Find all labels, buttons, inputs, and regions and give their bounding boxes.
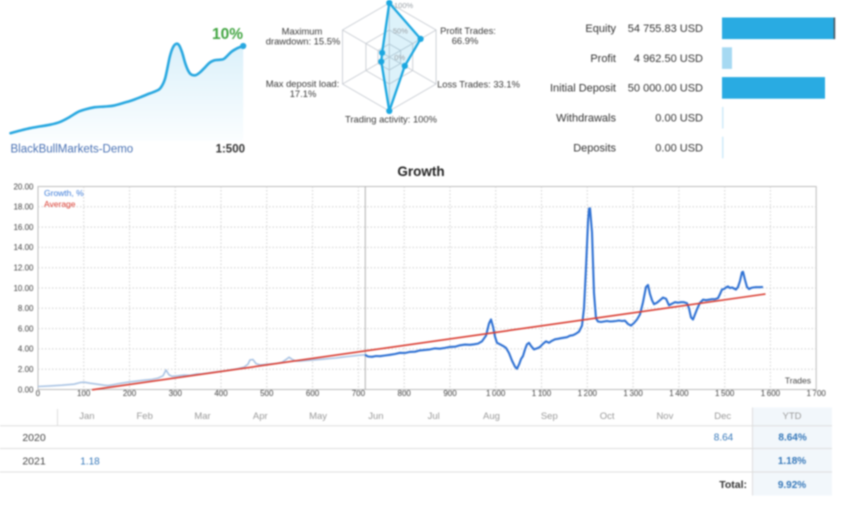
svg-text:12.00: 12.00 — [13, 264, 34, 273]
svg-text:50%: 50% — [393, 27, 408, 36]
svg-text:66.9%: 66.9% — [452, 35, 479, 46]
svg-text:Oct: Oct — [600, 411, 615, 422]
svg-text:600: 600 — [306, 389, 320, 398]
svg-text:8.64: 8.64 — [714, 433, 734, 444]
svg-text:0.00: 0.00 — [18, 385, 34, 394]
svg-text:Dec: Dec — [714, 411, 731, 422]
svg-text:18.00: 18.00 — [13, 203, 34, 212]
svg-text:8.64%: 8.64% — [778, 433, 806, 444]
svg-text:1 200: 1 200 — [578, 389, 598, 398]
svg-text:Nov: Nov — [656, 411, 673, 422]
svg-text:100%: 100% — [394, 1, 414, 10]
svg-text:Trades: Trades — [785, 376, 811, 386]
svg-text:4 962.50 USD: 4 962.50 USD — [634, 53, 703, 65]
svg-text:1 300: 1 300 — [623, 389, 643, 398]
svg-text:2.00: 2.00 — [18, 365, 34, 374]
svg-text:16.00: 16.00 — [13, 223, 34, 232]
svg-text:900: 900 — [443, 389, 457, 398]
svg-text:1 100: 1 100 — [532, 389, 552, 398]
svg-text:1 700: 1 700 — [806, 389, 826, 398]
svg-text:Aug: Aug — [483, 411, 500, 422]
svg-text:Profit Trades:: Profit Trades: — [440, 25, 496, 36]
svg-text:Jul: Jul — [428, 411, 440, 422]
svg-text:Growth: Growth — [397, 164, 444, 179]
svg-text:1.18: 1.18 — [80, 457, 100, 468]
svg-text:2021: 2021 — [22, 456, 46, 468]
svg-text:10%: 10% — [212, 26, 243, 43]
svg-text:Initial Deposit: Initial Deposit — [550, 83, 616, 95]
svg-text:10.00: 10.00 — [13, 284, 34, 293]
svg-text:Jun: Jun — [368, 411, 383, 422]
svg-text:Profit: Profit — [590, 53, 616, 65]
svg-text:700: 700 — [352, 389, 366, 398]
svg-text:Total:: Total: — [719, 479, 747, 491]
svg-text:drawdown: 15.5%: drawdown: 15.5% — [266, 36, 341, 47]
svg-text:Maximum: Maximum — [282, 26, 323, 37]
svg-text:20.00: 20.00 — [13, 182, 34, 191]
svg-text:0: 0 — [36, 389, 41, 398]
svg-text:Withdrawals: Withdrawals — [556, 113, 616, 125]
svg-text:6.00: 6.00 — [18, 324, 34, 333]
svg-text:17.1%: 17.1% — [290, 88, 317, 99]
svg-text:Trading activity: 100%: Trading activity: 100% — [345, 114, 437, 125]
svg-text:Mar: Mar — [194, 411, 210, 422]
svg-text:54 755.83 USD: 54 755.83 USD — [628, 23, 703, 35]
svg-text:14.00: 14.00 — [13, 243, 34, 252]
svg-text:May: May — [309, 411, 327, 422]
svg-text:200: 200 — [123, 389, 137, 398]
svg-text:Average: Average — [44, 199, 76, 209]
svg-text:100: 100 — [77, 389, 91, 398]
svg-text:0%: 0% — [394, 53, 405, 62]
svg-text:BlackBullMarkets-Demo: BlackBullMarkets-Demo — [11, 144, 134, 156]
svg-text:1 000: 1 000 — [486, 389, 506, 398]
svg-text:Deposits: Deposits — [573, 142, 616, 154]
svg-text:1 400: 1 400 — [669, 389, 689, 398]
svg-text:0.00 USD: 0.00 USD — [655, 113, 703, 125]
svg-text:1 600: 1 600 — [761, 389, 781, 398]
svg-text:Growth, %: Growth, % — [44, 188, 84, 198]
svg-text:500: 500 — [260, 389, 274, 398]
svg-text:400: 400 — [214, 389, 228, 398]
svg-text:8.00: 8.00 — [18, 304, 34, 313]
svg-text:300: 300 — [169, 389, 183, 398]
svg-text:YTD: YTD — [783, 411, 802, 422]
svg-text:Loss Trades: 33.1%: Loss Trades: 33.1% — [437, 79, 520, 90]
svg-text:1:500: 1:500 — [216, 144, 245, 156]
svg-text:Max deposit load:: Max deposit load: — [266, 78, 339, 89]
svg-text:4.00: 4.00 — [18, 345, 34, 354]
svg-text:Equity: Equity — [585, 23, 616, 35]
svg-text:0.00 USD: 0.00 USD — [655, 142, 703, 154]
svg-text:1 500: 1 500 — [715, 389, 735, 398]
svg-text:1.18%: 1.18% — [778, 456, 806, 467]
svg-text:800: 800 — [398, 389, 412, 398]
svg-text:Feb: Feb — [137, 411, 153, 422]
svg-text:Jan: Jan — [79, 411, 94, 422]
svg-text:2020: 2020 — [22, 432, 46, 444]
svg-text:9.92%: 9.92% — [778, 480, 806, 491]
svg-text:50 000.00 USD: 50 000.00 USD — [628, 83, 703, 95]
svg-text:Apr: Apr — [253, 411, 268, 422]
svg-text:Sep: Sep — [541, 411, 558, 422]
